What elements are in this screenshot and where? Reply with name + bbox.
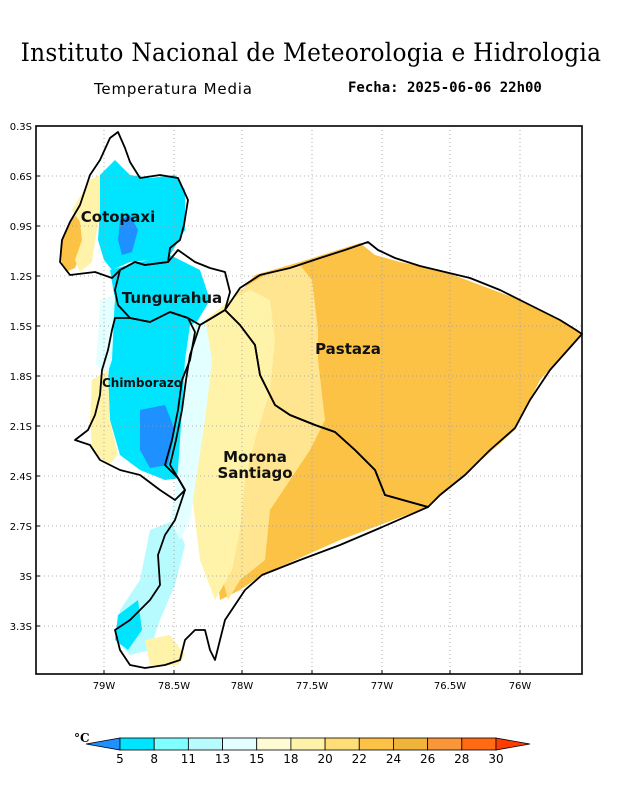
colorbar-tick-label: 13 [215, 752, 230, 766]
label-chimborazo: Chimborazo [102, 376, 182, 390]
colorbar-tick-label: 15 [249, 752, 264, 766]
variable-subtitle: Temperatura Media [94, 80, 253, 98]
colorbar-swatch [85, 737, 121, 751]
colorbar-tick-label: 18 [283, 752, 298, 766]
lat-tick: 0.3S [10, 122, 32, 133]
lat-tick: 2.1S [10, 422, 32, 433]
label-santiago: Santiago [217, 464, 292, 482]
colorbar-tick-label: 20 [317, 752, 332, 766]
colorbar-tick-label: 11 [181, 752, 196, 766]
colorbar: °C 5 8 11 13 15 18 20 22 24 26 28 30 [74, 731, 531, 766]
colorbar-swatch [256, 737, 292, 751]
colorbar-swatch [358, 737, 394, 751]
lat-tick: 1.5S [10, 322, 32, 333]
lat-tick-marks [36, 175, 40, 627]
colorbar-swatch [393, 737, 429, 751]
colorbar-swatch [427, 737, 463, 751]
field-west-slope-light [96, 295, 115, 372]
lat-tick: 3S [19, 572, 32, 583]
province-boundaries [59, 131, 583, 669]
lat-axis: 0.3S 0.6S 0.9S 1.2S 1.5S 1.8S 2.1S 2.4S … [10, 122, 32, 633]
lon-tick: 79W [93, 681, 116, 692]
field-central-coldest [140, 405, 175, 468]
label-morona: Morona [223, 448, 287, 466]
colorbar-tick-label: 5 [116, 752, 124, 766]
colorbar-labels: 5 8 11 13 15 18 20 22 24 26 28 30 [116, 752, 503, 766]
lon-tick: 76W [509, 681, 532, 692]
colorbar-tick-label: 26 [420, 752, 435, 766]
label-pastaza: Pastaza [315, 340, 381, 358]
map-frame [35, 125, 583, 675]
field-transition-light [190, 290, 275, 600]
colorbar-swatch [324, 737, 360, 751]
forecast-datetime: Fecha: 2025-06-06 22h00 [348, 80, 542, 96]
lat-tick: 1.8S [10, 372, 32, 383]
colorbar-swatch [187, 737, 223, 751]
institution-title: Instituto Nacional de Meteorologia e Hid… [20, 38, 602, 67]
lon-tick: 78.5W [158, 681, 190, 692]
colorbar-swatch [119, 737, 155, 751]
field-southwest-light [145, 635, 185, 665]
field-west-slope [90, 370, 118, 465]
lat-tick: 2.7S [10, 522, 32, 533]
colorbar-swatch [461, 737, 497, 751]
chimborazo-boundary [74, 311, 196, 501]
lon-tick-marks [103, 670, 521, 674]
colorbar-swatch [222, 737, 258, 751]
field-south-andes-cold [115, 600, 142, 650]
colorbar-tick-label: 24 [386, 752, 401, 766]
field-cotopaxi-west-light [72, 175, 102, 272]
colorbar-unit: °C [74, 731, 90, 745]
lat-tick: 3.3S [10, 622, 32, 633]
lon-tick: 77W [371, 681, 394, 692]
label-tungurahua: Tungurahua [122, 289, 222, 307]
colorbar-tick-label: 8 [150, 752, 158, 766]
lat-tick: 1.2S [10, 272, 32, 283]
lat-tick: 0.9S [10, 222, 32, 233]
lon-tick: 76.5W [434, 681, 466, 692]
field-cotopaxi-coldest [118, 215, 138, 255]
lat-lon-grid [36, 126, 582, 674]
lat-tick: 2.4S [10, 472, 32, 483]
colorbar-swatch [153, 737, 189, 751]
morona-santiago-boundary [114, 309, 429, 669]
colorbar-swatch [290, 737, 326, 751]
lon-axis: 79W 78.5W 78W 77.5W 77W 76.5W 76W [93, 681, 532, 692]
temperature-field [60, 160, 582, 665]
colorbar-tick-label: 22 [352, 752, 367, 766]
colorbar-tick-label: 28 [454, 752, 469, 766]
lon-tick: 78W [231, 681, 254, 692]
label-cotopaxi: Cotopaxi [81, 208, 155, 226]
colorbar-tick-label: 30 [488, 752, 503, 766]
lon-tick: 77.5W [296, 681, 328, 692]
field-foothill-cool [170, 318, 212, 540]
field-central-cold [108, 255, 210, 480]
colorbar-swatch [495, 737, 531, 751]
lat-tick: 0.6S [10, 172, 32, 183]
colorbar-swatches [85, 737, 531, 751]
